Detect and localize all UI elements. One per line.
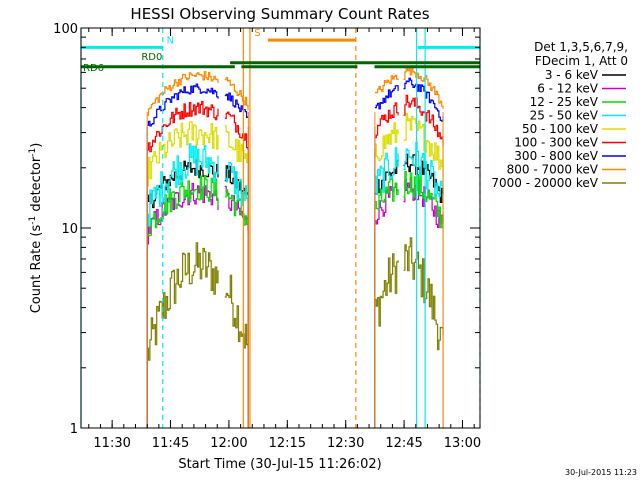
legend-header-1: Det 1,3,5,6,7,9, <box>534 40 628 54</box>
series-25-50-kev-segment-2 <box>374 141 444 199</box>
flag-rd0-label: RD0 <box>141 52 162 63</box>
y-axis-label-sup2: -1 <box>28 148 38 157</box>
y-axis-label-end: ) <box>29 143 44 148</box>
legend: Det 1,3,5,6,7,9,FDecim 1, Att 03 - 6 keV… <box>491 40 628 190</box>
series-7000-20000-kev-segment-1 <box>147 242 249 361</box>
axis-layer: 11:30 11:45 12:00 12:15 12:30 12:45 13:00 1 10 10… <box>53 22 481 451</box>
x-tick-label-2: 11:45 <box>152 436 189 451</box>
flag-layer: RD6 RD0 N S <box>81 28 480 74</box>
y-axis-label-sup1: -1 <box>28 216 38 225</box>
series-7000-20000-kev-segment-2 <box>374 237 444 351</box>
series-100-300-kev-segment-1 <box>147 100 249 153</box>
flag-s-label: S <box>254 28 260 39</box>
legend-header-2: FDecim 1, Att 0 <box>535 54 628 68</box>
legend-label-4: 25 - 50 keV <box>530 109 599 123</box>
legend-label-8: 800 - 7000 keV <box>507 163 599 177</box>
legend-label-3: 12 - 25 keV <box>530 95 599 109</box>
y-axis-label: Count Rate (s-1 detector-1) <box>28 143 44 314</box>
legend-label-2: 6 - 12 keV <box>537 82 599 96</box>
series-100-300-kev-segment-2 <box>374 94 444 148</box>
series-layer <box>146 65 444 428</box>
legend-label-1: 3 - 6 keV <box>545 68 599 82</box>
flag-rd6-label: RD6 <box>83 63 104 74</box>
y-tick-label-2: 10 <box>61 222 78 237</box>
series-300-800-kev-segment-1 <box>147 83 249 127</box>
x-axis-label: Start Time (30-Jul-15 11:26:02) <box>178 457 381 472</box>
series-800-7000-kev-segment-2 <box>374 65 444 109</box>
series-50-100-kev-segment-2 <box>374 112 444 176</box>
timestamp: 30-Jul-2015 11:23 <box>565 468 637 477</box>
series-800-7000-kev-segment-1 <box>147 71 249 116</box>
series-50-100-kev-segment-1 <box>147 121 249 187</box>
flag-n-label: N <box>167 35 174 46</box>
y-tick-label-1: 1 <box>70 422 78 437</box>
chart-title: HESSI Observing Summary Count Rates <box>130 5 429 23</box>
legend-label-7: 300 - 800 keV <box>514 149 598 163</box>
series-300-800-kev-segment-2 <box>374 77 444 122</box>
x-tick-label-3: 12:00 <box>210 436 247 451</box>
y-axis-label-mid: detector <box>29 156 44 216</box>
legend-label-6: 100 - 300 keV <box>514 136 598 150</box>
x-tick-label-4: 12:15 <box>269 436 306 451</box>
x-tick-label-5: 12:30 <box>327 436 364 451</box>
y-tick-label-3: 100 <box>53 22 78 37</box>
series-12-25-kev-segment-2 <box>374 171 444 229</box>
legend-label-9: 7000 - 20000 keV <box>491 176 598 190</box>
x-tick-label-7: 13:00 <box>444 436 481 451</box>
x-tick-label-1: 11:30 <box>93 436 130 451</box>
x-tick-label-6: 12:45 <box>385 436 422 451</box>
y-axis-label-main: Count Rate (s <box>29 225 44 314</box>
series-12-25-kev-segment-1 <box>147 175 249 237</box>
series-25-50-kev-segment-1 <box>147 143 249 227</box>
legend-label-5: 50 - 100 keV <box>522 122 599 136</box>
